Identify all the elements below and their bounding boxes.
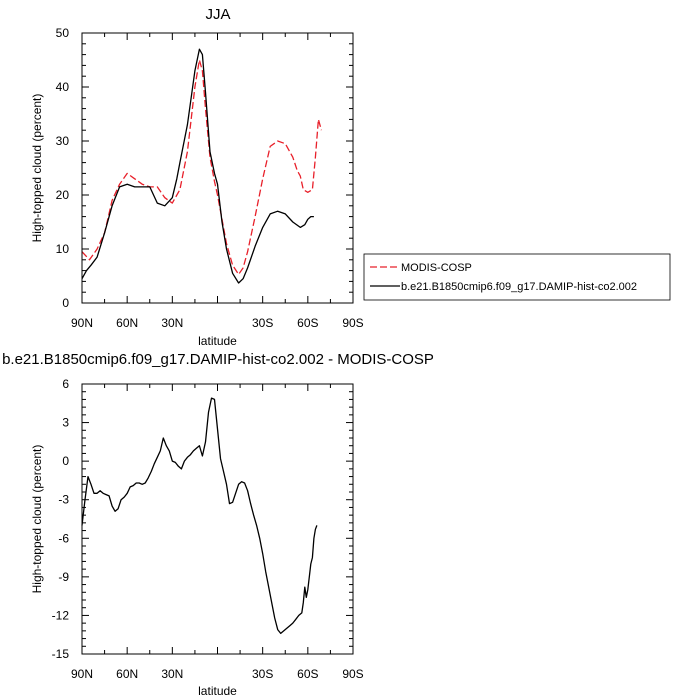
legend: MODIS-COSP b.e21.B1850cmip6.f09_g17.DAMI… [363, 253, 671, 301]
x-tick-label: 60N [116, 667, 138, 681]
y-tick-label: 6 [62, 377, 69, 391]
x-tick-label: 90N [71, 316, 93, 330]
bottom-plot-frame [81, 383, 354, 655]
y-tick-label: 20 [56, 188, 70, 202]
y-tick-label: 0 [62, 296, 69, 310]
y-tick-label: -6 [58, 531, 69, 545]
x-tick-label: 30N [161, 667, 183, 681]
series-line-0 [81, 397, 318, 635]
x-tick-label: 30S [252, 667, 273, 681]
x-tick-label: 60S [297, 667, 318, 681]
y-tick-label: -12 [52, 608, 70, 622]
legend-box [363, 253, 671, 301]
bottom-x-axis-label: latitude [198, 684, 237, 698]
x-tick-label: 30S [252, 316, 273, 330]
bottom-y-tick-labels: -15 -12 -9 -6 -3 0 3 6 [52, 377, 70, 661]
top-series-lines [81, 48, 323, 284]
legend-label-model: b.e21.B1850cmip6.f09_g17.DAMIP-hist-co2.… [401, 281, 637, 293]
top-y-tick-labels: 0 10 20 30 40 50 [56, 26, 70, 310]
bottom-panel: b.e21.B1850cmip6.f09_g17.DAMIP-hist-co2.… [2, 351, 434, 698]
top-chart-title: JJA [205, 6, 230, 23]
series-line-1 [81, 48, 314, 284]
y-tick-label: -9 [58, 570, 69, 584]
top-panel: JJA 0 10 20 30 40 50 90N 60N 30N 30S 60S 90S latit… [30, 6, 364, 348]
top-plot-frame [81, 32, 354, 304]
x-tick-label: 30N [161, 316, 183, 330]
bottom-y-axis-label: High-topped cloud (percent) [30, 445, 44, 594]
x-tick-label: 60S [297, 316, 318, 330]
top-ticks [81, 32, 354, 304]
bottom-x-tick-labels: 90N 60N 30N 30S 60S 90S [71, 667, 364, 681]
y-tick-label: -15 [52, 647, 70, 661]
bottom-chart-title: b.e21.B1850cmip6.f09_g17.DAMIP-hist-co2.… [2, 351, 434, 368]
series-line-0 [81, 59, 323, 276]
legend-label-modis-cosp: MODIS-COSP [401, 262, 472, 274]
x-tick-label: 90S [342, 316, 363, 330]
x-tick-label: 90S [342, 667, 363, 681]
bottom-series-lines [81, 397, 318, 635]
y-tick-label: 30 [56, 134, 70, 148]
x-tick-label: 90N [71, 667, 93, 681]
y-tick-label: 10 [56, 242, 70, 256]
top-x-tick-labels: 90N 60N 30N 30S 60S 90S [71, 316, 364, 330]
top-x-axis-label: latitude [198, 334, 237, 348]
x-tick-label: 60N [116, 316, 138, 330]
y-tick-label: 40 [56, 80, 70, 94]
y-tick-label: 3 [62, 416, 69, 430]
y-tick-label: 50 [56, 26, 70, 40]
y-tick-label: 0 [62, 454, 69, 468]
top-y-axis-label: High-topped cloud (percent) [30, 94, 44, 243]
y-tick-label: -3 [58, 493, 69, 507]
